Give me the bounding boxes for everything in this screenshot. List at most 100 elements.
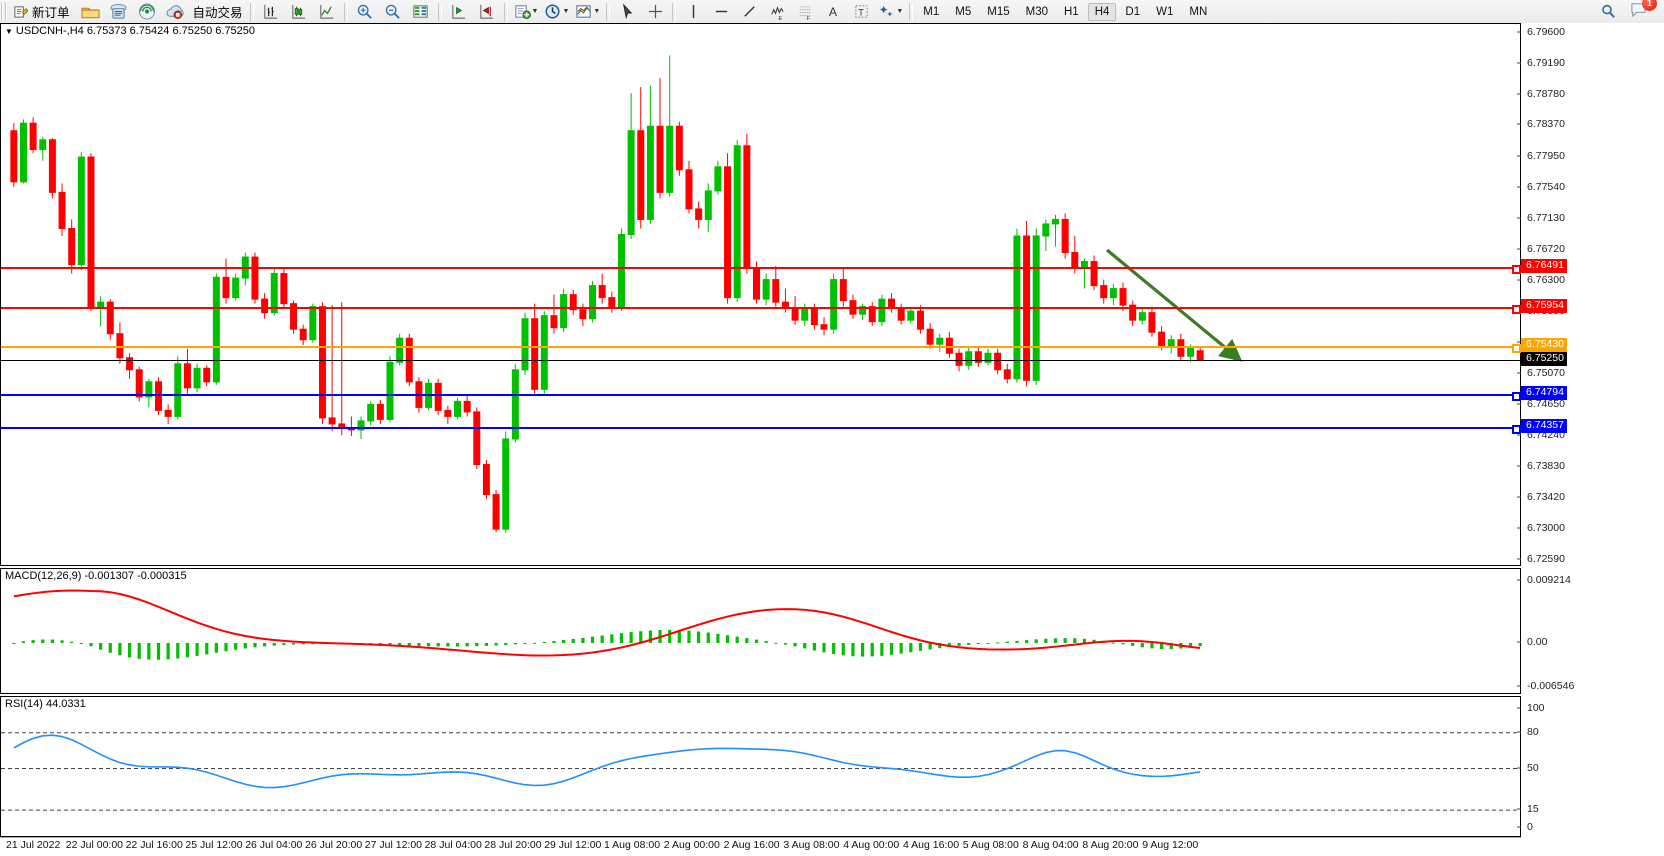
text-label-icon[interactable]: T: [847, 0, 875, 23]
price-level-resistance-1[interactable]: [1, 307, 1520, 310]
main-toolbar: 新订单 自动交易: [0, 0, 1664, 24]
price-tick: 6.73830: [1517, 460, 1565, 472]
timeframe-h1[interactable]: H1: [1064, 5, 1079, 18]
toolbar-separator: [503, 2, 508, 21]
trendline-icon[interactable]: [735, 0, 763, 23]
timeframe-mn[interactable]: MN: [1189, 5, 1208, 18]
rsi-tick: 80: [1517, 726, 1539, 738]
candlestick-chart-icon[interactable]: [285, 0, 313, 23]
time-axis[interactable]: 21 Jul 2022 22 Jul 00:00 22 Jul 16:00 25 Ju…: [0, 837, 1521, 856]
price-tick: 6.72590: [1517, 553, 1565, 565]
trend-arrow-annotation[interactable]: [1, 24, 1520, 565]
fibonacci-icon[interactable]: F: [791, 0, 819, 23]
price-level-handle[interactable]: [1512, 264, 1521, 274]
zoom-in-icon[interactable]: [351, 0, 379, 23]
templates-icon[interactable]: ▼: [572, 0, 603, 23]
periods-icon[interactable]: ▼: [541, 0, 572, 23]
price-level-handle[interactable]: [1512, 425, 1521, 435]
price-level-handle[interactable]: [1512, 344, 1521, 354]
price-level-tag-pivot-2[interactable]: 6.75430: [1521, 338, 1567, 353]
signals-icon[interactable]: [133, 0, 161, 23]
search-icon[interactable]: [1594, 0, 1622, 23]
data-window-icon[interactable]: [407, 0, 435, 23]
text-icon[interactable]: A: [819, 0, 847, 23]
collapse-triangle-icon[interactable]: ▼: [5, 27, 13, 36]
objects-icon[interactable]: ▼: [875, 0, 906, 23]
folder-icon[interactable]: [77, 0, 105, 23]
elliott-wave-icon[interactable]: E: [763, 0, 791, 23]
new-order-label: 新订单: [32, 6, 70, 20]
new-order-button[interactable]: 新订单: [10, 0, 77, 23]
price-level-handle[interactable]: [1512, 305, 1521, 315]
timeframe-w1[interactable]: W1: [1156, 5, 1174, 18]
line-chart-icon[interactable]: [313, 0, 341, 23]
price-level-resistance-0[interactable]: [1, 266, 1520, 269]
svg-text:E: E: [778, 16, 782, 21]
chart-symbol-label: ▼ USDCNH-,H4 6.75373 6.75424 6.75250 6.75…: [5, 25, 255, 37]
autotrading-icon[interactable]: [161, 0, 189, 23]
rsi-tick: 100: [1517, 702, 1545, 714]
candlestick-series: [10, 55, 1204, 533]
macd-label: MACD(12,26,9) -0.001307 -0.000315: [5, 570, 187, 582]
price-tick: 6.77130: [1517, 212, 1565, 224]
price-tick: 6.78780: [1517, 88, 1565, 100]
autotrading-label[interactable]: 自动交易: [192, 6, 243, 20]
price-tick: 6.73000: [1517, 522, 1565, 534]
price-level-tag-last-price-3[interactable]: 6.75250: [1521, 352, 1567, 367]
macd-series: [12, 589, 1202, 660]
rsi-pane[interactable]: RSI(14) 44.0331: [0, 696, 1521, 837]
price-level-tag-support-4[interactable]: 6.74794: [1521, 386, 1567, 401]
macd-tick: 0.00: [1517, 636, 1547, 648]
chart-workspace[interactable]: ▼ USDCNH-,H4 6.75373 6.75424 6.75250 6.75…: [0, 23, 1664, 856]
timeframe-m1[interactable]: M1: [923, 5, 940, 18]
vertical-line-icon[interactable]: [679, 0, 707, 23]
timeframe-h4[interactable]: H4: [1087, 2, 1117, 21]
rsi-tick: 15: [1517, 803, 1539, 815]
indicators-icon[interactable]: ▼: [511, 0, 542, 23]
crosshair-icon[interactable]: [641, 0, 669, 23]
timeframe-m15[interactable]: M15: [987, 5, 1010, 18]
timeframe-group: M1 M5 M15 M30 H1 H4 D1 W1 MN: [916, 2, 1214, 21]
toolbar-separator: [672, 2, 677, 21]
chat-badge: 1: [1642, 0, 1657, 11]
timeframe-m5[interactable]: M5: [955, 5, 972, 18]
toolbar-grip[interactable]: [1, 2, 8, 21]
svg-text:F: F: [806, 16, 810, 21]
chevron-down-icon[interactable]: ▼: [562, 8, 570, 15]
chart-shift-icon[interactable]: [473, 0, 501, 23]
price-axis[interactable]: 6.79600 6.79190 6.78780 6.78370 6.77950 6.775…: [1517, 23, 1664, 566]
price-level-handle[interactable]: [1512, 392, 1521, 402]
price-level-last-price-3[interactable]: [1, 360, 1520, 362]
chevron-down-icon[interactable]: ▼: [896, 8, 904, 15]
profiles-icon[interactable]: [105, 0, 133, 23]
timeframe-d1[interactable]: D1: [1125, 5, 1141, 18]
price-tick: 6.73420: [1517, 491, 1565, 503]
price-level-pivot-2[interactable]: [1, 346, 1520, 349]
price-tick: 6.78370: [1517, 118, 1565, 130]
macd-axis[interactable]: 0.009214 0.00 -0.006546: [1517, 568, 1664, 694]
chevron-down-icon[interactable]: ▼: [531, 8, 539, 15]
toolbar-separator: [437, 2, 442, 21]
rsi-axis[interactable]: 100 80 50 15 0: [1517, 696, 1664, 837]
rsi-label: RSI(14) 44.0331: [5, 698, 86, 710]
chat-icon[interactable]: 1: [1626, 0, 1657, 23]
toolbar-separator: [606, 2, 611, 21]
price-tick: 6.76300: [1517, 274, 1565, 286]
cursor-icon[interactable]: [613, 0, 641, 23]
macd-pane[interactable]: MACD(12,26,9) -0.001307 -0.000315: [0, 568, 1521, 694]
toolbar-separator: [343, 2, 348, 21]
chevron-down-icon[interactable]: ▼: [593, 8, 601, 15]
timeframe-m30[interactable]: M30: [1025, 5, 1048, 18]
price-level-tag-resistance-0[interactable]: 6.76491: [1521, 258, 1567, 273]
price-level-support-4[interactable]: [1, 394, 1520, 397]
horizontal-line-icon[interactable]: [707, 0, 735, 23]
zoom-out-icon[interactable]: [379, 0, 407, 23]
price-pane[interactable]: ▼ USDCNH-,H4 6.75373 6.75424 6.75250 6.75…: [0, 23, 1521, 566]
price-level-support-5[interactable]: [1, 427, 1520, 430]
price-tick: 6.75070: [1517, 367, 1565, 379]
auto-scroll-icon[interactable]: [445, 0, 473, 23]
price-tick: 6.77950: [1517, 150, 1565, 162]
price-level-tag-resistance-1[interactable]: 6.75954: [1521, 299, 1567, 314]
price-level-tag-support-5[interactable]: 6.74357: [1521, 419, 1567, 434]
bar-chart-icon[interactable]: [257, 0, 285, 23]
